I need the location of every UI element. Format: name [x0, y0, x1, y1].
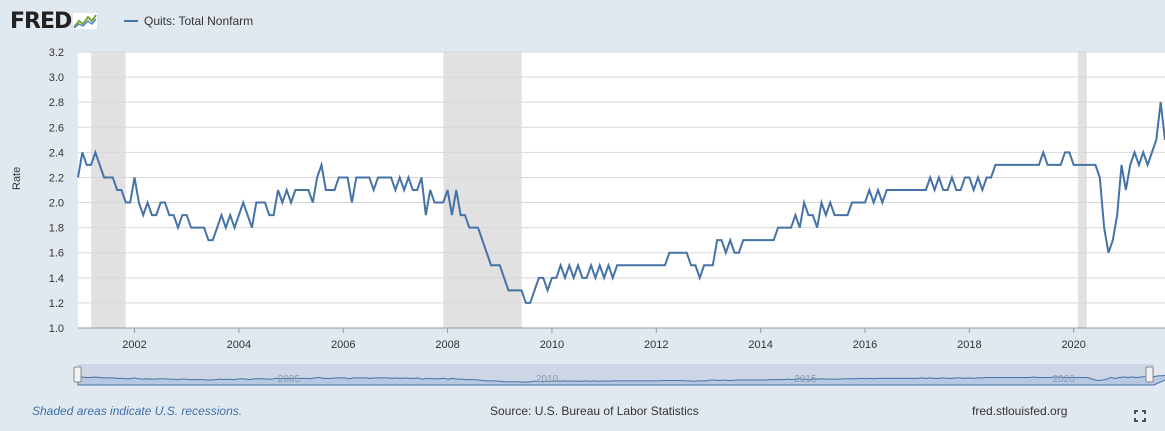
- y-tick-label: 2.4: [49, 147, 64, 159]
- navigator-left-handle[interactable]: [73, 366, 82, 383]
- fred-logo[interactable]: FRED: [10, 9, 99, 34]
- x-axis-ticks: 2002 2004 2006 2008 2010 2012 2014 2016 2018 2020: [78, 327, 1165, 351]
- x-tick-label: 2002: [122, 339, 146, 351]
- recession-band-2: [1077, 52, 1087, 328]
- y-tick-label: 3.0: [49, 72, 64, 84]
- series-line: [77, 102, 1165, 304]
- recession-band-1: [443, 52, 522, 328]
- y-axis-label: Rate: [11, 166, 23, 190]
- x-tick-label: 2004: [227, 339, 251, 351]
- navigator-tick-label: 2010: [536, 374, 559, 385]
- navigator-right-handle[interactable]: [1145, 366, 1154, 383]
- legend[interactable]: Quits: Total Nonfarm: [124, 14, 253, 28]
- source-text: Source: U.S. Bureau of Labor Statistics: [490, 404, 699, 418]
- y-tick-label: 2.6: [49, 122, 64, 134]
- y-tick-label: 1.6: [49, 248, 64, 260]
- x-tick-label: 2010: [540, 339, 564, 351]
- navigator-tick-label: 2020: [1052, 374, 1075, 385]
- navigator-series: [77, 374, 1165, 386]
- x-tick-label: 2014: [748, 339, 772, 351]
- fred-chart-icon: [71, 11, 99, 31]
- navigator-tick-label: 2005: [278, 374, 301, 385]
- recession-note[interactable]: Shaded areas indicate U.S. recessions.: [32, 404, 243, 418]
- x-tick-label: 2008: [435, 339, 459, 351]
- navigator-tick-label: 2015: [794, 374, 817, 385]
- y-tick-label: 1.8: [49, 223, 64, 235]
- y-axis-ticks: 1.0 1.2 1.4 1.6 1.8 2.0 2.2 2.4 2.6 2.8 3.0 3.2: [49, 47, 64, 335]
- fred-logo-text: FRED: [10, 9, 72, 34]
- fullscreen-icon[interactable]: [1134, 410, 1146, 422]
- site-link[interactable]: fred.stlouisfed.org: [972, 404, 1068, 418]
- navigator-ticks: 2005 2010 2015 2020: [278, 374, 1075, 385]
- x-tick-label: 2016: [853, 339, 877, 351]
- y-tick-label: 2.8: [49, 97, 64, 109]
- legend-label: Quits: Total Nonfarm: [144, 14, 254, 28]
- x-tick-label: 2020: [1061, 339, 1085, 351]
- y-tick-label: 1.2: [49, 298, 64, 310]
- y-tick-label: 1.0: [49, 323, 64, 335]
- y-tick-label: 3.2: [49, 47, 64, 59]
- x-tick-label: 2018: [957, 339, 981, 351]
- y-tick-label: 2.0: [49, 198, 64, 210]
- x-tick-label: 2006: [331, 339, 355, 351]
- legend-swatch: [124, 20, 138, 22]
- x-tick-label: 2012: [644, 339, 668, 351]
- plot-area: [78, 52, 1165, 328]
- y-tick-label: 1.4: [49, 273, 64, 285]
- navigator[interactable]: 2005 2010 2015 2020: [73, 364, 1165, 386]
- y-tick-label: 2.2: [49, 172, 64, 184]
